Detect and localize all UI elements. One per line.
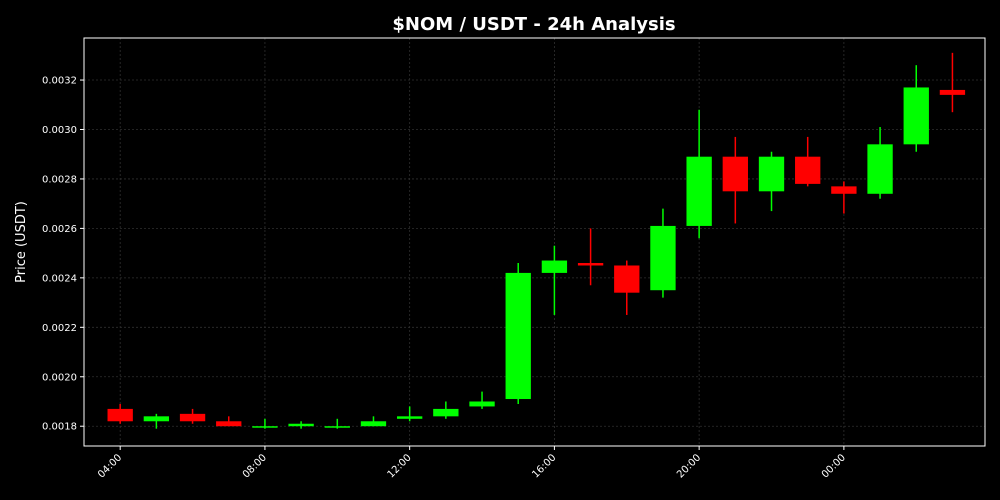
x-tick-label: 04:00 bbox=[96, 452, 124, 480]
candle-up bbox=[505, 263, 531, 404]
candle-down bbox=[939, 52, 966, 113]
candle-body bbox=[505, 272, 531, 400]
candle-body bbox=[795, 156, 821, 184]
candle-up bbox=[650, 208, 676, 298]
x-tick-label: 20:00 bbox=[675, 452, 703, 480]
candle-body bbox=[541, 260, 568, 273]
y-tick-label: 0.0022 bbox=[42, 323, 77, 334]
candle-body bbox=[324, 426, 350, 428]
candle-up bbox=[324, 418, 350, 429]
candle-down bbox=[107, 403, 133, 424]
candle-down bbox=[831, 181, 857, 214]
y-axis-ticks: 0.0018 0.0020 0.0022 0.0024 0.0026 0.0028 0.00… bbox=[42, 76, 84, 433]
candle-up bbox=[867, 127, 893, 199]
y-tick-label: 0.0030 bbox=[42, 125, 77, 136]
candle-up bbox=[433, 401, 459, 419]
candle-body bbox=[758, 156, 785, 192]
y-tick-label: 0.0024 bbox=[42, 273, 77, 284]
x-tick-label: 08:00 bbox=[241, 452, 269, 480]
candle-up bbox=[469, 391, 495, 409]
candle-up bbox=[686, 109, 712, 239]
y-tick-label: 0.0018 bbox=[42, 422, 77, 433]
candle-up bbox=[903, 65, 929, 152]
candle-body bbox=[469, 401, 495, 407]
x-tick-label: 16:00 bbox=[530, 452, 558, 480]
candle-body bbox=[722, 156, 748, 192]
candle-down bbox=[722, 136, 748, 224]
candle-up bbox=[360, 416, 387, 427]
candle-body bbox=[396, 416, 423, 419]
candle-up bbox=[396, 406, 423, 422]
candle-up bbox=[758, 151, 785, 212]
candle-down bbox=[577, 228, 604, 286]
candle-up bbox=[288, 421, 314, 429]
x-tick-label: 00:00 bbox=[820, 452, 848, 480]
candle-body bbox=[360, 421, 387, 427]
candle-down bbox=[216, 416, 242, 427]
candle-body bbox=[143, 416, 170, 422]
grid-lines bbox=[84, 38, 985, 446]
candle-up bbox=[541, 245, 568, 315]
candle-body bbox=[577, 263, 604, 266]
chart-title: $NOM / USDT - 24h Analysis bbox=[392, 14, 675, 35]
candle-body bbox=[831, 186, 857, 194]
candle-up bbox=[252, 418, 278, 429]
candle-body bbox=[179, 413, 206, 422]
candle-body bbox=[252, 426, 278, 428]
candle-body bbox=[686, 156, 712, 226]
y-tick-label: 0.0032 bbox=[42, 76, 77, 87]
candle-body bbox=[107, 408, 133, 422]
y-tick-label: 0.0028 bbox=[42, 174, 77, 185]
candle-body bbox=[216, 421, 242, 427]
plot-frame bbox=[83, 37, 986, 447]
x-tick-label: 12:00 bbox=[386, 452, 414, 480]
y-tick-label: 0.0020 bbox=[42, 372, 77, 383]
y-tick-label: 0.0026 bbox=[42, 224, 77, 235]
candle-down bbox=[179, 408, 206, 424]
candle-body bbox=[939, 89, 966, 95]
y-axis-label: Price (USDT) bbox=[14, 201, 29, 283]
x-axis-ticks: 04:00 08:00 12:00 16:00 20:00 00:00 bbox=[96, 446, 848, 481]
candle-body bbox=[650, 225, 676, 291]
candle-body bbox=[903, 87, 929, 145]
candles bbox=[107, 52, 966, 429]
candle-down bbox=[795, 136, 821, 187]
candle-body bbox=[288, 423, 314, 427]
candle-body bbox=[433, 408, 459, 417]
candle-up bbox=[143, 413, 170, 429]
candle-body bbox=[614, 265, 640, 293]
candle-down bbox=[614, 260, 640, 315]
candle-body bbox=[867, 144, 893, 194]
